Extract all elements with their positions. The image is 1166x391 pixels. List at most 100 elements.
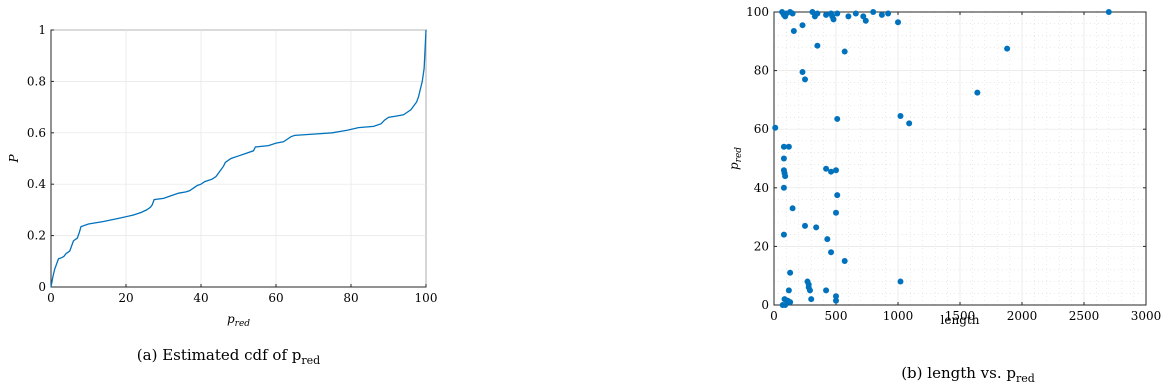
scatter-point <box>862 17 869 24</box>
cdf-y-tick-label: 0.2 <box>27 229 46 243</box>
scatter-point <box>974 89 981 96</box>
scatter-point <box>841 48 848 55</box>
cdf-y-axis-label: P <box>7 154 21 164</box>
scatter-y-tick-label: 100 <box>746 5 769 19</box>
cdf-plot-frame <box>50 29 427 288</box>
scatter-point <box>895 19 901 26</box>
scatter-y-tick-label: 60 <box>754 122 769 136</box>
scatter-x-tick-label: 2000 <box>1007 309 1038 323</box>
scatter-x-axis-label: length <box>941 313 980 327</box>
cdf-caption-sub: red <box>301 354 320 367</box>
scatter-y-axis-label: pred <box>727 147 744 170</box>
scatter-point <box>830 16 837 23</box>
scatter-points <box>772 9 1112 308</box>
scatter-point <box>809 9 816 15</box>
scatter-point <box>802 76 808 83</box>
scatter-point <box>772 124 779 131</box>
scatter-y-tick-label: 20 <box>754 239 769 253</box>
cdf-x-tick-label: 40 <box>193 291 208 305</box>
scatter-x-tick-label: 1500 <box>945 309 976 323</box>
scatter-point <box>780 231 787 238</box>
scatter-caption: (b) length vs. pred <box>901 364 1035 385</box>
scatter-point <box>1004 45 1011 52</box>
scatter-point <box>860 13 867 20</box>
cdf-caption: (a) Estimated cdf of pred <box>137 346 320 367</box>
cdf-x-tick-label: 80 <box>343 291 358 305</box>
scatter-point <box>785 287 792 294</box>
scatter-point <box>780 143 787 150</box>
scatter-point <box>814 10 821 17</box>
scatter-point <box>828 249 835 256</box>
scatter-point <box>823 287 830 294</box>
scatter-grid <box>774 12 1146 305</box>
scatter-x-tick-label: 3000 <box>1131 309 1162 323</box>
cdf-caption-main: (a) Estimated cdf of p <box>137 346 302 364</box>
scatter-point <box>897 278 904 285</box>
scatter-point <box>823 11 830 18</box>
scatter-point <box>833 209 839 216</box>
scatter-point <box>845 13 852 20</box>
scatter-point <box>833 167 839 174</box>
scatter-point <box>782 302 789 308</box>
cdf-y-tick-label: 0.4 <box>27 177 46 191</box>
scatter-point <box>824 236 831 243</box>
cdf-x-tick-label: 0 <box>47 291 55 305</box>
scatter-point <box>878 11 885 18</box>
scatter-point <box>834 115 841 122</box>
scatter-y-tick-label: 0 <box>761 298 769 312</box>
scatter-point <box>805 284 812 291</box>
scatter-point <box>833 297 839 304</box>
scatter-point <box>780 155 787 162</box>
scatter-point <box>841 258 848 265</box>
scatter-point <box>906 120 913 127</box>
scatter-point <box>828 10 835 17</box>
scatter-point <box>814 42 821 49</box>
scatter-x-tick-label: 2500 <box>1069 309 1100 323</box>
scatter-y-axis-label-sub: red <box>734 147 744 163</box>
scatter-point <box>789 205 796 212</box>
scatter-point <box>834 10 841 17</box>
scatter-x-tick-label: 1000 <box>883 309 914 323</box>
cdf-y-tick-label: 1 <box>38 23 46 37</box>
cdf-x-tick-label: 20 <box>118 291 133 305</box>
scatter-point <box>834 192 841 199</box>
cdf-x-axis-label-main: p <box>227 312 235 326</box>
scatter-point <box>808 296 815 303</box>
scatter-point <box>790 28 797 35</box>
scatter-y-tick-label: 80 <box>754 64 769 78</box>
scatter-ticks: 0 500 1000 1500 2000 2500 3000 0 20 40 60 80 100 <box>746 5 1161 323</box>
scatter-point <box>789 10 796 17</box>
scatter-caption-sub: red <box>1016 372 1035 385</box>
cdf-series-line <box>50 29 427 288</box>
scatter-caption-main: (b) length vs. p <box>901 364 1016 382</box>
scatter-x-tick-label: 500 <box>825 309 848 323</box>
scatter-point <box>897 113 904 120</box>
scatter-point <box>799 22 806 29</box>
cdf-x-tick-label: 60 <box>268 291 283 305</box>
scatter-point <box>1105 9 1112 15</box>
cdf-ticks: 0 20 40 60 80 100 0 0.2 0.4 0.6 0.8 1 <box>27 23 438 305</box>
cdf-x-axis-label: pred <box>227 312 250 329</box>
cdf-grid <box>51 29 427 287</box>
scatter-point <box>813 224 820 231</box>
cdf-y-tick-label: 0.8 <box>27 74 46 88</box>
scatter-point <box>802 222 808 229</box>
scatter-point <box>785 143 792 150</box>
scatter-point <box>780 184 787 191</box>
scatter-point <box>852 10 859 17</box>
scatter-point <box>787 299 794 306</box>
scatter-point <box>823 165 830 172</box>
cdf-x-axis-label-sub: red <box>235 319 251 329</box>
scatter-y-tick-label: 40 <box>754 181 769 195</box>
scatter-point <box>885 10 892 17</box>
scatter-minor-grid <box>774 12 1146 305</box>
scatter-point <box>799 69 806 76</box>
scatter-point <box>870 9 877 15</box>
scatter-point <box>833 293 839 300</box>
scatter-point <box>828 168 835 175</box>
cdf-y-tick-label: 0 <box>38 280 46 294</box>
cdf-y-tick-label: 0.6 <box>27 126 46 140</box>
